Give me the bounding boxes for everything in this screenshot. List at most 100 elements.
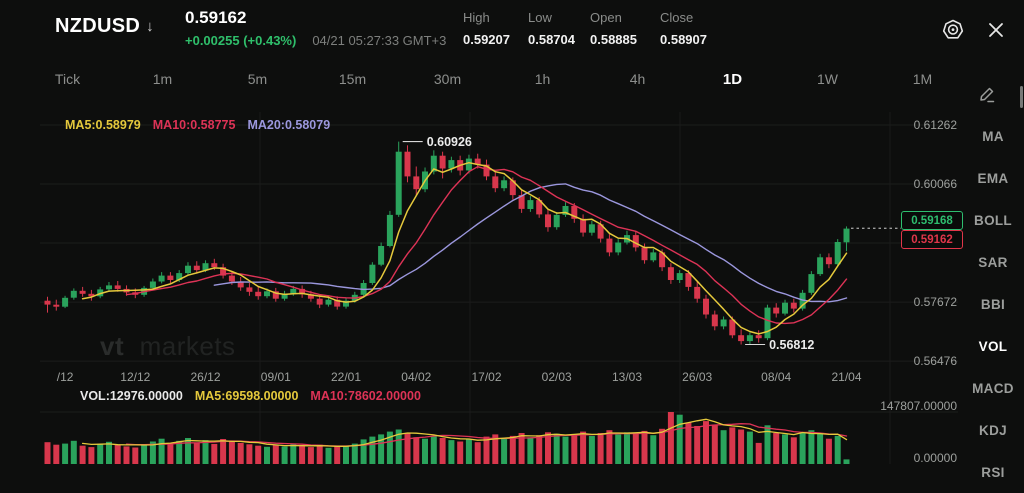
candle-body (474, 158, 481, 165)
volume-bar (729, 427, 736, 464)
candle-body (676, 273, 683, 280)
volume-bar (738, 429, 745, 464)
volume-bar (97, 443, 104, 464)
candle-body (281, 293, 288, 299)
candle-body (106, 285, 112, 290)
volume-bar (799, 432, 806, 464)
volume-bar (483, 436, 490, 464)
indicator-vol[interactable]: VOL (978, 338, 1008, 354)
volume-bar (220, 439, 227, 464)
volume-bar (703, 421, 709, 464)
x-axis-label: 12/12 (120, 370, 150, 384)
sidebar-scrollbar[interactable] (1020, 86, 1023, 108)
x-axis-label: /12 (57, 370, 74, 384)
indicator-kdj[interactable]: KDJ (979, 422, 1007, 438)
high-annotation-label: 0.60926 (427, 135, 472, 149)
tab-15m[interactable]: 15m (338, 71, 367, 87)
volume-bar (588, 435, 595, 464)
volume-bar (685, 422, 692, 464)
candle-body (211, 263, 218, 268)
volume-bar (562, 436, 569, 464)
volume-bar (571, 434, 578, 464)
tab-5m[interactable]: 5m (247, 71, 268, 87)
volume-bar (782, 434, 788, 464)
tab-tick[interactable]: Tick (54, 71, 81, 87)
volume-bar (360, 439, 367, 464)
vol-ma5-label: MA5:69598.00000 (194, 389, 299, 403)
edit-pencil-icon[interactable] (976, 83, 998, 110)
crosshair-target-icon[interactable] (940, 17, 966, 43)
tab-1m[interactable]: 1m (152, 71, 173, 87)
candle-body (325, 299, 332, 305)
indicator-sar[interactable]: SAR (978, 254, 1008, 270)
candle-body (430, 155, 437, 172)
volume-bar (185, 438, 191, 464)
price-axis-label: 0.60066 (914, 177, 958, 191)
candle-body (483, 164, 490, 177)
tab-1d[interactable]: 1D (722, 70, 743, 88)
ma5-label: MA5:0.58979 (65, 118, 141, 132)
candle-body (185, 265, 191, 274)
candle-body (272, 291, 279, 299)
candle-body (808, 274, 815, 293)
volume-bar (62, 443, 69, 464)
ma20-label: MA20:0.58079 (247, 118, 331, 132)
indicator-bbi[interactable]: BBI (980, 296, 1006, 312)
x-axis-label: 22/01 (331, 370, 361, 384)
volume-bar (193, 442, 200, 464)
volume-bar (246, 444, 253, 464)
volume-bar (299, 446, 306, 464)
volume-bar (106, 441, 112, 464)
tab-1m-month[interactable]: 1M (912, 71, 933, 87)
watermark-rest (132, 331, 140, 361)
candle-body (738, 335, 745, 342)
volume-bar (773, 433, 780, 464)
candle-body (632, 235, 639, 248)
volume-bar (290, 444, 297, 464)
volume-bar (632, 433, 639, 464)
tab-1h[interactable]: 1h (534, 71, 551, 87)
indicator-rsi[interactable]: RSI (981, 464, 1005, 480)
tab-4h[interactable]: 4h (629, 71, 646, 87)
volume-bar (720, 430, 727, 464)
volume-bar (228, 441, 235, 464)
candle-body (694, 286, 701, 299)
symbol-dropdown-arrow-icon: ↓ (146, 18, 154, 35)
indicator-boll[interactable]: BOLL (974, 212, 1012, 228)
candle-body (193, 265, 200, 271)
last-price-badge: 0.59162 (901, 230, 963, 249)
candle-body (711, 314, 718, 327)
candle-body (615, 242, 622, 253)
candle-body (53, 304, 60, 307)
volume-bar (132, 447, 139, 464)
volume-bar (825, 438, 832, 464)
candle-body (703, 298, 709, 315)
stat-close-value: 0.58907 (660, 32, 707, 47)
x-axis-label: 13/03 (612, 370, 642, 384)
volume-bar (237, 442, 244, 464)
volume-bar (465, 439, 472, 464)
symbol-selector[interactable]: NZDUSD ↓ (55, 15, 154, 38)
volume-bar (264, 446, 270, 464)
volume-bar (158, 438, 165, 464)
volume-bar (817, 433, 824, 464)
candle-body (843, 228, 850, 243)
volume-bar (659, 428, 666, 464)
volume-bar (509, 435, 516, 464)
indicator-macd[interactable]: MACD (972, 380, 1014, 396)
stat-close-label: Close (660, 10, 694, 25)
indicator-ema[interactable]: EMA (977, 170, 1009, 186)
candle-body (158, 275, 165, 282)
volume-bar (764, 425, 771, 464)
volume-bar (422, 438, 428, 464)
tab-1w[interactable]: 1W (817, 71, 838, 87)
candle-body (492, 176, 499, 189)
stat-open-value: 0.58885 (590, 32, 637, 47)
ma20-line (213, 183, 848, 303)
x-axis-label: 08/04 (761, 370, 791, 384)
indicator-ma[interactable]: MA (982, 128, 1004, 144)
close-icon[interactable] (983, 17, 1009, 43)
tab-30m[interactable]: 30m (433, 71, 462, 87)
volume-bar (439, 438, 446, 464)
